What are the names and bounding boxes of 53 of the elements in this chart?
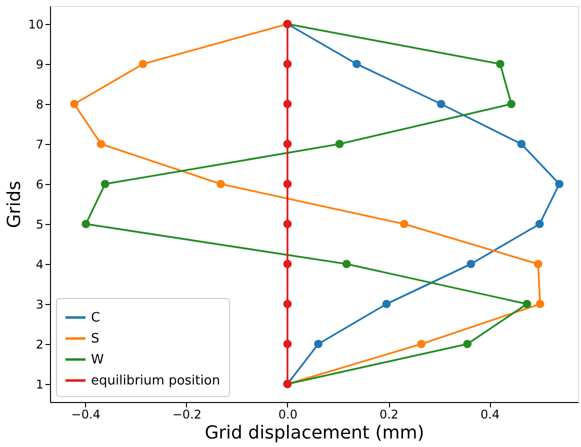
point [138, 60, 148, 68]
point [283, 300, 292, 308]
point [522, 300, 532, 308]
y-axis-title: Grids [4, 180, 26, 228]
point [283, 100, 292, 108]
point [82, 220, 90, 228]
legend-label: W [91, 352, 104, 368]
point [463, 340, 472, 348]
x-tick-label: −0.2 [172, 408, 202, 422]
point [283, 140, 292, 148]
point [400, 220, 408, 228]
point [283, 340, 292, 348]
point [382, 300, 391, 308]
point [100, 180, 110, 188]
y-tick-label: 7 [36, 138, 44, 152]
y-tick-label: 10 [28, 18, 44, 32]
point [466, 260, 476, 268]
x-tick-label: 0.4 [480, 408, 500, 422]
point [352, 60, 361, 68]
y-tick-label: 6 [36, 178, 44, 192]
legend-label: equilibrium position [91, 374, 220, 388]
point [283, 180, 292, 188]
point [517, 140, 526, 148]
y-tick-label: 3 [36, 298, 44, 312]
point [335, 140, 344, 148]
legend-label: C [91, 310, 100, 326]
point [283, 260, 292, 268]
point [314, 340, 322, 348]
y-tick-label: 4 [36, 258, 44, 272]
point [535, 220, 544, 228]
x-axis-title: Grid displacement (mm) [204, 422, 424, 444]
point [283, 60, 292, 68]
point [216, 180, 225, 188]
point [96, 140, 106, 148]
x-tick-label: 0.2 [379, 408, 399, 422]
point [507, 100, 516, 108]
x-tick-label: −0.4 [71, 408, 100, 422]
point [417, 340, 426, 348]
point [70, 100, 78, 108]
point [283, 220, 292, 228]
legend-label: S [91, 332, 100, 346]
y-tick-label: 2 [36, 338, 44, 352]
point [496, 60, 504, 68]
point [555, 180, 564, 188]
y-tick-label: 9 [36, 58, 44, 72]
y-tick-label: 1 [36, 378, 44, 392]
point [436, 100, 446, 108]
y-tick-label: 5 [36, 218, 44, 232]
y-tick-label: 8 [36, 98, 44, 112]
point [534, 260, 542, 268]
point [342, 260, 351, 268]
x-tick-label: 0.0 [278, 408, 298, 422]
point [536, 300, 544, 308]
